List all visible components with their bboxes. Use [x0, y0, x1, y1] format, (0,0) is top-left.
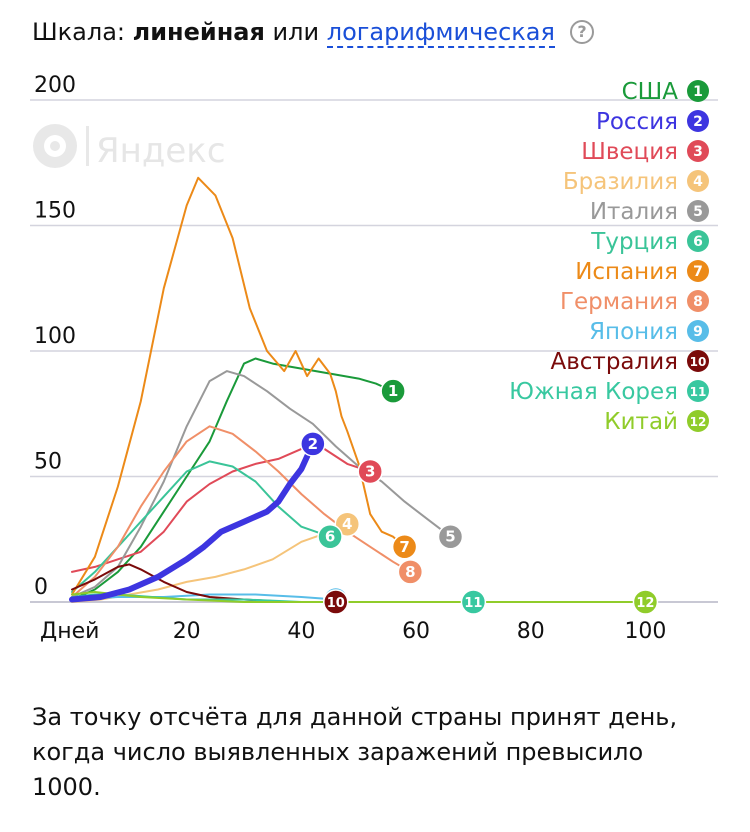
- yandex-watermark: Яндекс: [33, 124, 226, 171]
- legend-entry-name: Испания: [575, 259, 678, 285]
- x-tick-label: 40: [287, 619, 315, 644]
- series-end-marker: [300, 431, 326, 457]
- legend-entry-number: 12: [690, 415, 707, 429]
- series-end-marker: [317, 523, 343, 550]
- series-end-marker-label: 12: [636, 596, 654, 611]
- legend-entry-marker: [687, 290, 709, 312]
- x-tick-label: 20: [173, 619, 201, 644]
- series-end-marker-label: 4: [342, 515, 352, 533]
- legend-entry-name: Германия: [560, 289, 678, 315]
- scale-log-option[interactable]: логарифмическая: [326, 18, 555, 48]
- footnote-text: За точку отсчёта для данной страны приня…: [32, 703, 678, 801]
- series-end-marker-label: 7: [399, 538, 409, 556]
- legend-entry-marker: [687, 200, 709, 222]
- series-end-marker: [334, 511, 361, 537]
- series-end-marker-label: 2: [308, 435, 318, 453]
- legend-entry-marker: [687, 170, 709, 192]
- y-tick-label: 150: [34, 199, 76, 224]
- legend-entry-number: 7: [693, 264, 703, 280]
- series-line: [69, 440, 316, 603]
- series-line: [71, 357, 395, 601]
- legend-entry-number: 3: [693, 144, 703, 160]
- x-axis-label: Дней: [40, 619, 99, 644]
- y-tick-label: 0: [34, 575, 48, 600]
- series-end-marker: [632, 589, 659, 615]
- series-line: [71, 523, 349, 603]
- series-end-marker-label: 1: [388, 382, 398, 400]
- series-end-marker-label: 10: [327, 596, 345, 611]
- series-line: [71, 591, 647, 603]
- legend-entry-number: 6: [693, 234, 703, 250]
- series-end-marker: [380, 378, 406, 404]
- series-end-marker-label: 3: [365, 462, 375, 480]
- legend-layer: США 1 Россия 2 Швеция 3 Бразилия 4 Италия 5 Турция…: [509, 79, 709, 435]
- legend-entry-number: 10: [690, 355, 707, 369]
- series-end-marker-label: 6: [325, 528, 335, 546]
- legend-entry-marker: [687, 320, 709, 342]
- legend-entry-marker: [687, 380, 709, 402]
- scale-linear-option[interactable]: линейная: [132, 18, 265, 46]
- legend-entry-number: 8: [693, 294, 703, 310]
- series-end-marker: [323, 589, 349, 615]
- legend-entry-number: 5: [693, 204, 703, 220]
- scale-or-text: или: [272, 18, 320, 46]
- legend-entry-marker: [687, 80, 709, 102]
- legend-entry-name: Турция: [590, 229, 678, 255]
- y-tick-label: 200: [34, 73, 76, 98]
- legend-entry-marker: [687, 110, 709, 132]
- legend-entry-name: Южная Корея: [509, 379, 678, 405]
- y-tick-label: 100: [34, 324, 76, 349]
- axis-layer: 0 50 100 150 200 Дней 20 40 60 80 100: [34, 73, 666, 644]
- series-end-marker: [460, 589, 487, 615]
- legend-entry-marker: [687, 350, 709, 372]
- legend-entry-number: 1: [693, 84, 703, 100]
- y-tick-label: 50: [34, 450, 62, 475]
- series-end-marker-label: 11: [464, 596, 482, 611]
- legend-entry-marker: [687, 260, 709, 282]
- scale-header: Шкала: линейная или логарифмическая: [32, 14, 555, 50]
- legend-entry-name: Япония: [589, 319, 678, 345]
- x-tick-label: 100: [624, 619, 666, 644]
- legend-entry-name: Китай: [604, 409, 678, 435]
- series-end-marker: [357, 458, 383, 485]
- end-markers-layer: 123456789101112: [300, 378, 659, 615]
- watermark-text: Яндекс: [96, 131, 226, 171]
- series-end-marker-label: 5: [445, 528, 455, 546]
- chart: Яндекс 123456789101112 США1Россия2Швеция…: [30, 73, 718, 644]
- series-line: [71, 447, 372, 573]
- scale-prefix: Шкала:: [32, 18, 125, 46]
- series-line: [71, 370, 452, 598]
- series-end-marker-label: 8: [405, 563, 415, 581]
- series-line: [71, 425, 412, 598]
- legend-entry-name: США: [622, 79, 679, 105]
- series-end-marker: [437, 523, 464, 550]
- legend-entry-marker: [687, 140, 709, 162]
- legend-entry-number: 11: [690, 385, 707, 399]
- x-tick-label: 80: [517, 619, 545, 644]
- legend-entry-number: 9: [693, 324, 703, 340]
- x-tick-label: 60: [402, 619, 430, 644]
- legend-entry-number: 4: [693, 174, 703, 190]
- legend-entry-marker: [687, 230, 709, 252]
- legend-entry-name: Швеция: [581, 139, 678, 165]
- legend-entry-number: 2: [693, 114, 703, 130]
- legend-entry-name: Италия: [590, 199, 678, 225]
- help-icon[interactable]: ?: [570, 20, 594, 44]
- series-end-marker: [397, 559, 424, 585]
- series-end-marker: [391, 534, 418, 560]
- legend-entry-name: Россия: [596, 109, 678, 135]
- legend-entry-marker: [687, 410, 709, 432]
- legend-entry-name: Австралия: [550, 349, 678, 375]
- legend-entry-name: Бразилия: [563, 169, 678, 195]
- series-line: [71, 593, 337, 601]
